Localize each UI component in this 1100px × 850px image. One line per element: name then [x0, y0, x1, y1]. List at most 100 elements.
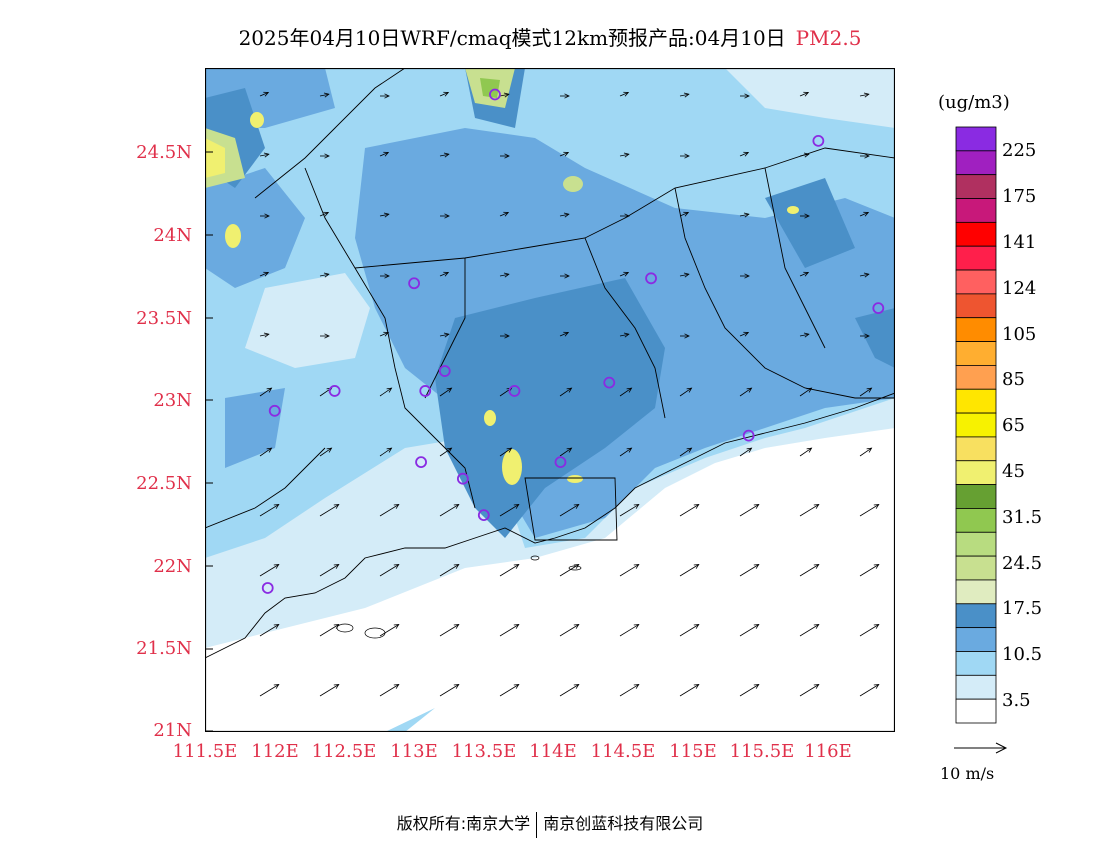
wind-arrow-head — [504, 333, 510, 339]
wind-arrow-head — [333, 564, 340, 569]
wind-arrow — [739, 152, 749, 157]
wind-arrow — [739, 684, 759, 697]
wind-arrow-head — [323, 272, 330, 278]
station-marker — [268, 404, 281, 417]
colorbar-swatch — [955, 221, 997, 247]
wind-arrow-head — [753, 684, 760, 689]
wind-arrow — [859, 93, 869, 97]
wind-arrow — [259, 504, 279, 517]
copyright-owner: 版权所有:南京大学 — [396, 814, 531, 833]
wind-arrow-head — [693, 684, 700, 689]
lon-label-115-5: 115.5E — [729, 741, 795, 762]
wind-arrow-head — [863, 92, 870, 98]
colorbar-swatch — [955, 317, 997, 342]
wind-arrow — [379, 684, 399, 697]
wind-arrow-head — [863, 272, 870, 278]
station-marker — [328, 385, 341, 397]
wind-arrow-head — [626, 447, 633, 453]
colorbar-swatch — [955, 531, 997, 557]
wind-arrow-head — [453, 684, 460, 689]
colorbar-label-225: 225 — [1002, 140, 1037, 161]
wind-arrow — [739, 624, 759, 637]
wind-arrow — [739, 447, 752, 457]
wind-arrow-head — [324, 153, 330, 159]
colorbar-label-141: 141 — [1002, 232, 1037, 253]
wind-arrow — [859, 273, 869, 277]
wind-arrow-head — [513, 564, 520, 569]
wind-arrow — [679, 564, 699, 577]
wind-arrow-head — [686, 387, 693, 393]
wind-arrow — [379, 213, 389, 217]
wind-arrow — [799, 272, 809, 277]
wind-arrow — [739, 564, 759, 577]
wind-arrow-head — [683, 272, 690, 278]
wind-arrow-head — [386, 387, 393, 393]
wind-arrow — [859, 212, 869, 217]
wind-arrow-head — [563, 212, 570, 218]
station-marker — [415, 456, 427, 469]
wind-arrow-head — [383, 331, 390, 337]
wind-arrow-head — [873, 684, 880, 689]
wind-arrow-head — [684, 153, 690, 159]
white-sea-region — [205, 428, 895, 732]
colorbar-swatch — [955, 174, 997, 199]
wind-arrow — [619, 92, 629, 97]
wind-arrow-head — [323, 211, 330, 217]
colorbar-swatch — [955, 269, 997, 295]
wind-arrow — [499, 212, 509, 217]
wind-arrow-head — [573, 564, 580, 569]
wind-arrow-head — [813, 624, 820, 629]
wind-arrow-head — [864, 333, 870, 339]
colorbar-swatch — [955, 484, 997, 509]
wind-arrow — [799, 564, 819, 577]
wind-arrow — [559, 564, 579, 577]
wind-arrow-head — [443, 152, 450, 158]
station-marker — [261, 582, 274, 594]
wind-arrow-head — [333, 684, 340, 689]
wind-arrow-head — [264, 213, 270, 219]
colorbar-swatch — [955, 508, 997, 533]
wind-arrow — [679, 387, 692, 397]
wind-arrow — [259, 387, 272, 397]
wind-arrow — [379, 504, 399, 517]
wind-arrow-head — [813, 684, 820, 689]
wind-arrow-head — [386, 447, 393, 453]
wind-arrow-head — [453, 564, 460, 569]
wind-arrow-head — [566, 387, 573, 393]
colorbar — [955, 126, 997, 724]
wind-arrow — [319, 564, 339, 577]
wind-arrow-head — [384, 273, 390, 279]
wind-arrow-head — [693, 504, 700, 509]
wind-arrow — [619, 272, 629, 277]
wind-arrow — [319, 624, 339, 637]
light-region-west — [245, 273, 370, 368]
wind-arrow — [739, 332, 749, 337]
station-marker — [489, 88, 501, 101]
wind-arrow-head — [273, 684, 280, 689]
wind-arrow — [559, 152, 569, 157]
wind-arrow — [439, 564, 459, 577]
wind-arrow-head — [866, 447, 873, 453]
colorbar-swatch — [955, 341, 997, 366]
wind-arrow-head — [633, 624, 640, 629]
wind-arrow-head — [803, 152, 810, 158]
wind-arrow-head — [633, 684, 640, 689]
wind-arrow — [439, 684, 459, 697]
lon-label-116: 116E — [804, 741, 852, 762]
wind-arrow-head — [263, 91, 270, 97]
colorbar-swatch — [955, 603, 997, 629]
wind-arrow — [379, 332, 389, 337]
wind-arrow-head — [324, 333, 330, 339]
wind-arrow-head — [806, 387, 813, 393]
wind-arrow — [619, 564, 639, 577]
colorbar-label-124: 124 — [1002, 278, 1037, 299]
wind-arrow-head — [273, 564, 280, 569]
wind-arrow — [439, 92, 449, 97]
wind-arrow — [679, 273, 689, 277]
station-marker — [742, 429, 755, 442]
wind-arrow-head — [503, 211, 510, 217]
wind-arrow — [379, 152, 389, 157]
wind-arrow — [559, 447, 572, 457]
wind-arrow — [259, 272, 269, 277]
lat-label-23: 23N — [153, 390, 192, 411]
